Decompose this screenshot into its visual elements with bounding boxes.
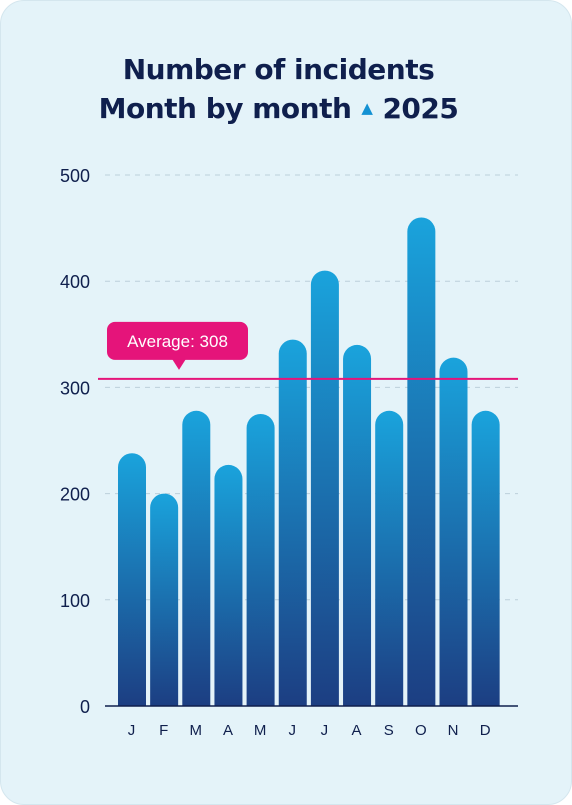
chart-subtitle: Month by month xyxy=(98,92,352,125)
y-tick-label: 500 xyxy=(60,166,90,186)
x-tick-label: J xyxy=(128,722,137,739)
x-tick-label: M xyxy=(190,722,204,739)
y-axis-ticks: 0 100 200 300 400 500 xyxy=(60,166,90,717)
average-callout-pointer xyxy=(172,358,186,370)
y-tick-label: 400 xyxy=(60,272,90,292)
average-callout xyxy=(107,321,248,360)
x-tick-label: A xyxy=(223,722,234,739)
bar-10 xyxy=(407,217,436,706)
x-tick-label: A xyxy=(352,722,363,739)
average-annotation: Average: 308 xyxy=(98,321,518,380)
x-tick-label: M xyxy=(254,722,268,739)
x-tick-label: D xyxy=(480,722,492,739)
bar-12 xyxy=(471,410,500,706)
y-tick-label: 300 xyxy=(60,378,90,398)
chart-title: Number of incidents Month by month ▲ 2025 xyxy=(1,51,556,131)
bar-5 xyxy=(246,413,275,706)
y-tick-label: 100 xyxy=(60,591,90,611)
chart-year: 2025 xyxy=(382,92,459,125)
x-tick-label: J xyxy=(321,722,330,739)
bar-6 xyxy=(278,339,307,706)
x-tick-label: N xyxy=(448,722,460,739)
x-tick-label: J xyxy=(289,722,298,739)
bar-9 xyxy=(375,410,404,706)
bar-2 xyxy=(150,493,179,706)
bar-1 xyxy=(118,453,146,706)
y-tick-label: 200 xyxy=(60,485,90,505)
average-label: Average: 308 xyxy=(127,332,228,351)
x-tick-label: S xyxy=(384,722,395,739)
bars xyxy=(118,217,500,706)
triangle-up-icon: ▲ xyxy=(361,99,373,117)
bar-3 xyxy=(182,410,211,706)
bar-8 xyxy=(343,344,372,706)
bar-4 xyxy=(214,464,243,706)
chart-title-line-1: Number of incidents xyxy=(122,53,435,86)
bar-11 xyxy=(439,357,468,706)
x-tick-label: F xyxy=(159,722,169,739)
x-tick-label: O xyxy=(415,722,428,739)
bar-7 xyxy=(310,270,339,706)
chart-title-line-2: Month by month ▲ 2025 xyxy=(1,89,556,131)
y-tick-label: 0 xyxy=(80,697,90,717)
